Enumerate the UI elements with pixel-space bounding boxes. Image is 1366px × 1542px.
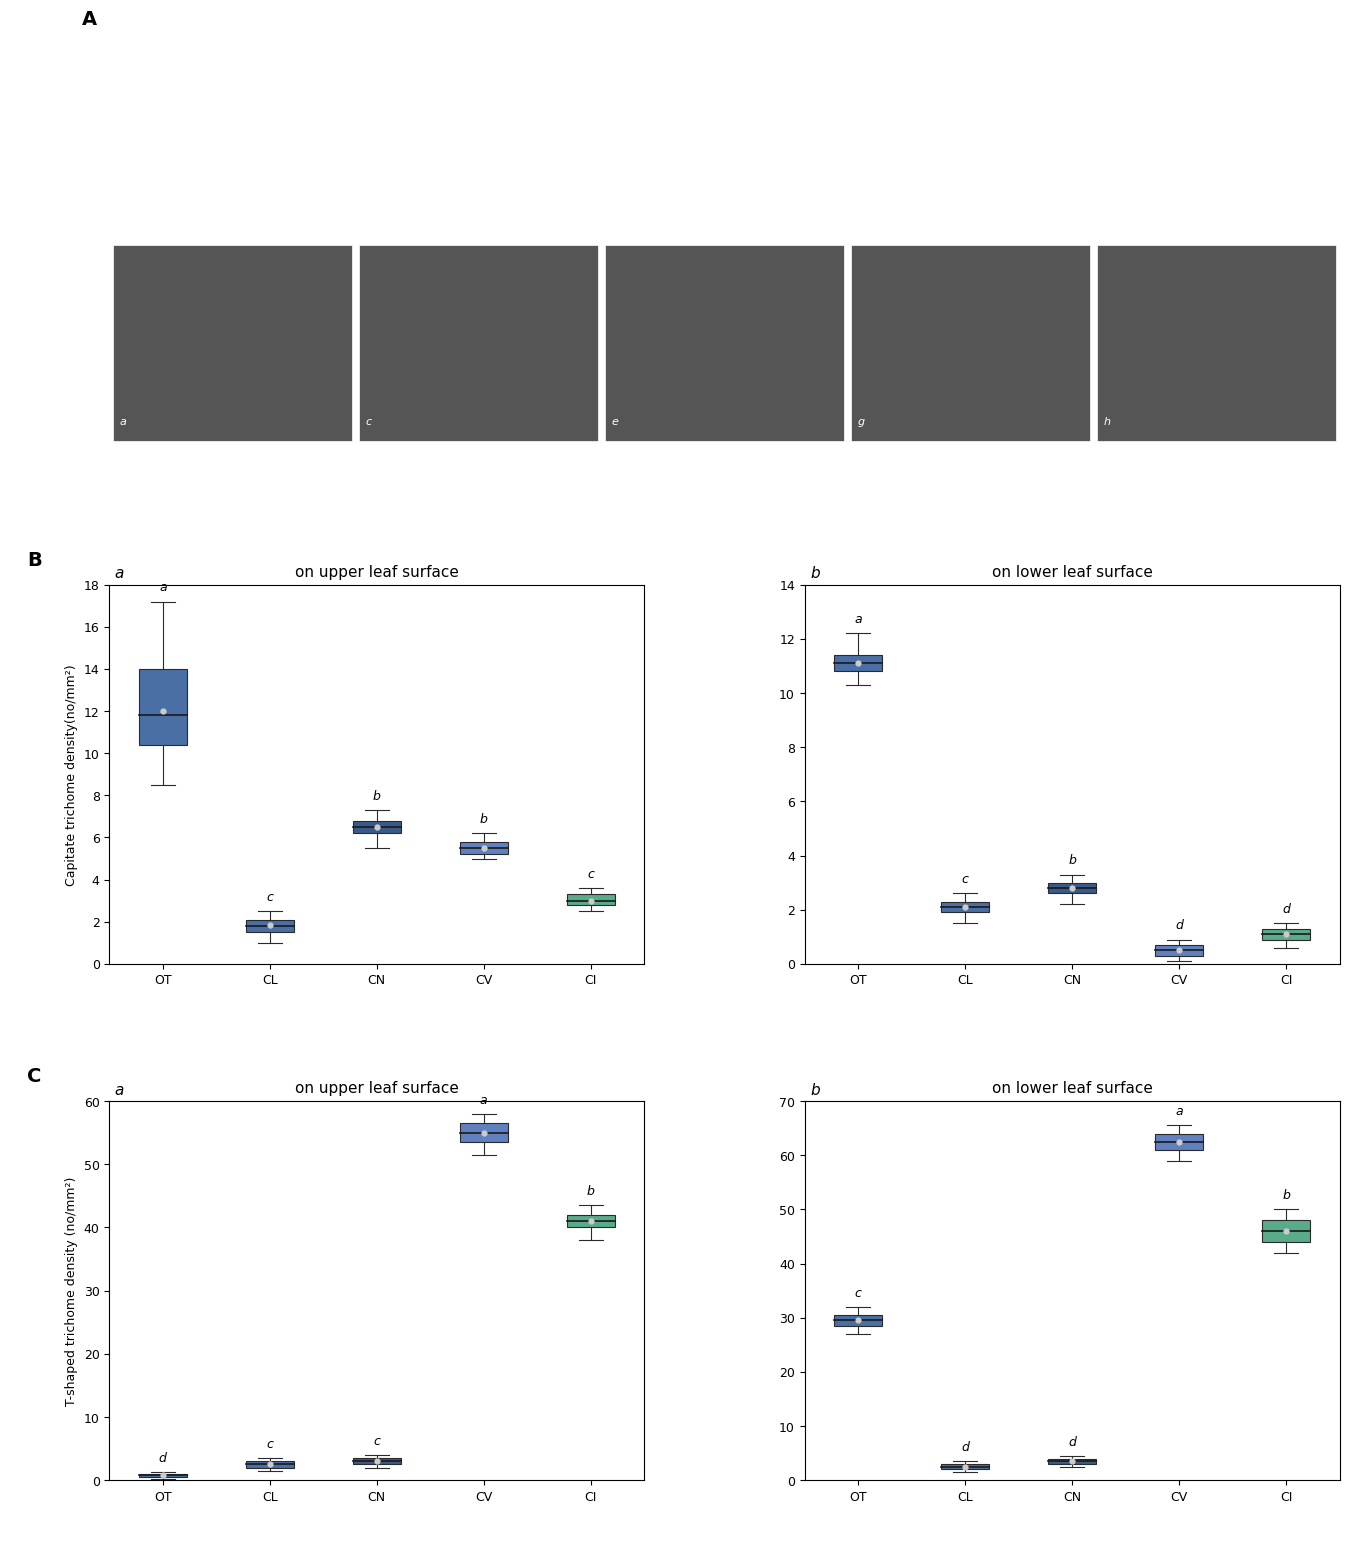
Text: a: a: [115, 1082, 124, 1098]
Bar: [459, 1123, 508, 1143]
Text: c: c: [373, 1434, 380, 1448]
Title: on upper leaf surface: on upper leaf surface: [295, 1081, 459, 1096]
Bar: [833, 1315, 881, 1326]
Bar: [1048, 1459, 1096, 1463]
Bar: [139, 669, 187, 745]
Text: f: f: [611, 626, 615, 635]
Text: g: g: [856, 416, 863, 427]
Title: on upper leaf surface: on upper leaf surface: [295, 564, 459, 580]
Text: d: d: [158, 1451, 167, 1465]
Bar: [246, 921, 294, 933]
Text: d: d: [1067, 1436, 1075, 1448]
FancyBboxPatch shape: [605, 245, 843, 441]
Text: b: b: [1067, 854, 1075, 867]
FancyBboxPatch shape: [851, 245, 1089, 441]
Text: c: c: [266, 1437, 273, 1451]
Bar: [1048, 884, 1096, 894]
Text: a: a: [119, 416, 126, 427]
Y-axis label: T-shaped trichome density (no/mm²): T-shaped trichome density (no/mm²): [66, 1177, 78, 1405]
Text: C: C: [27, 1067, 42, 1086]
Text: d: d: [365, 626, 372, 635]
Text: b: b: [373, 790, 381, 803]
Text: c: c: [365, 416, 372, 427]
Text: c: c: [962, 873, 968, 887]
Bar: [833, 655, 881, 672]
Bar: [567, 1215, 615, 1227]
Bar: [459, 842, 508, 854]
Text: i: i: [1102, 626, 1105, 635]
Text: d: d: [1281, 904, 1290, 916]
Text: a: a: [479, 1093, 488, 1106]
Text: b: b: [810, 566, 820, 581]
Text: c: c: [587, 868, 594, 880]
FancyBboxPatch shape: [1097, 245, 1335, 441]
Title: on lower leaf surface: on lower leaf surface: [992, 564, 1152, 580]
Text: b: b: [1281, 1189, 1290, 1201]
Text: a: a: [158, 581, 167, 594]
FancyBboxPatch shape: [113, 455, 351, 651]
FancyBboxPatch shape: [1097, 455, 1335, 651]
Bar: [352, 820, 400, 834]
Text: h: h: [856, 626, 863, 635]
Bar: [1261, 1220, 1309, 1241]
Text: d: d: [960, 1440, 968, 1454]
Y-axis label: Capitate trichome density(no/mm²): Capitate trichome density(no/mm²): [66, 663, 78, 885]
Bar: [940, 902, 989, 913]
Text: b: b: [119, 626, 126, 635]
Text: d: d: [1175, 919, 1182, 931]
Text: b: b: [810, 1082, 820, 1098]
Title: on lower leaf surface: on lower leaf surface: [992, 1081, 1152, 1096]
Text: a: a: [1175, 1106, 1182, 1118]
Text: b: b: [586, 1184, 594, 1198]
Bar: [352, 1459, 400, 1465]
Bar: [1154, 945, 1202, 956]
Text: A: A: [82, 9, 97, 29]
Text: B: B: [27, 550, 42, 569]
Bar: [567, 894, 615, 905]
Bar: [246, 1462, 294, 1468]
Text: c: c: [266, 891, 273, 904]
Text: e: e: [611, 416, 617, 427]
Bar: [1261, 928, 1309, 939]
Bar: [940, 1463, 989, 1470]
FancyBboxPatch shape: [113, 245, 351, 441]
Text: b: b: [479, 813, 488, 827]
FancyBboxPatch shape: [359, 455, 597, 651]
FancyBboxPatch shape: [605, 455, 843, 651]
Text: a: a: [115, 566, 124, 581]
Text: h: h: [1102, 416, 1109, 427]
FancyBboxPatch shape: [359, 245, 597, 441]
Text: c: c: [854, 1286, 861, 1300]
Bar: [139, 1474, 187, 1477]
Bar: [1154, 1133, 1202, 1150]
FancyBboxPatch shape: [851, 455, 1089, 651]
Text: a: a: [854, 614, 862, 626]
